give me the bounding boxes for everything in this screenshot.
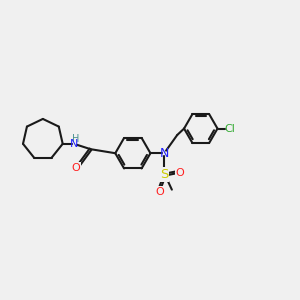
Text: O: O [155,187,164,196]
Text: H: H [72,134,79,144]
Text: N: N [70,139,79,149]
Text: Cl: Cl [225,124,236,134]
Text: N: N [160,147,169,160]
Text: S: S [160,168,169,181]
Text: O: O [71,163,80,173]
Text: O: O [176,167,184,178]
